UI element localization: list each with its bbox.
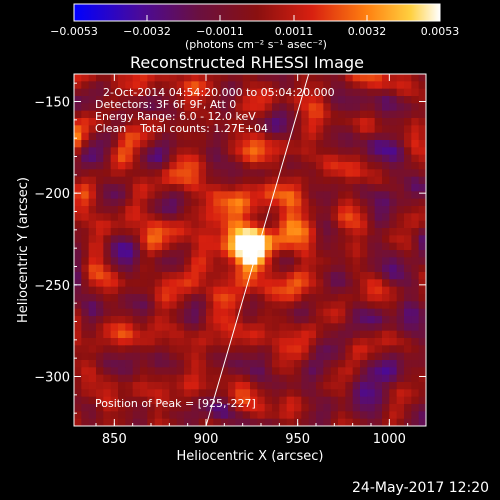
- plot-frame: [73, 73, 427, 427]
- colorbar-tick-label: −0.0053: [50, 25, 98, 38]
- x-axis-label: Heliocentric X (arcsec): [177, 449, 324, 464]
- x-axis-ticks: 850 900 950 1000: [95, 74, 427, 447]
- colorbar-tick-label: −0.0032: [123, 25, 171, 38]
- annotation-detectors: Detectors: 3F 6F 9F, Att 0: [95, 98, 237, 111]
- annotation-time-range: 2-Oct-2014 04:54:20.000 to 05:04:20.000: [103, 86, 335, 99]
- annotation-total-counts: Clean Total counts: 1.27E+04: [95, 122, 269, 135]
- heatmap-image: [74, 74, 426, 426]
- y-tick-label: −150: [34, 96, 70, 111]
- annotation-peak-position: Position of Peak = [925,-227]: [95, 397, 256, 410]
- chart-title: Reconstructed RHESSI Image: [130, 53, 364, 72]
- x-tick-label: 1000: [373, 432, 406, 447]
- y-tick-label: −250: [34, 279, 70, 294]
- y-tick-label: −300: [34, 371, 70, 386]
- colorbar-tick-label: −0.0011: [196, 25, 244, 38]
- colorbar: [73, 3, 441, 22]
- y-axis-ticks: −150 −200 −250 −300: [34, 82, 426, 414]
- colorbar-tick-label: 0.0032: [348, 25, 387, 38]
- colorbar-tick-label: 0.0011: [275, 25, 314, 38]
- y-axis-label: Heliocentric Y (arcsec): [16, 177, 31, 323]
- colorbar-ticks: −0.0053 −0.0032 −0.0011 0.0011 0.0032 0.0053: [50, 15, 459, 38]
- solar-limb-line: [205, 73, 310, 427]
- colorbar-tick-label: 0.0053: [421, 25, 460, 38]
- date-stamp: 24-May-2017 12:20: [352, 480, 490, 496]
- x-tick-label: 850: [102, 432, 127, 447]
- x-tick-label: 900: [194, 432, 219, 447]
- y-tick-label: −200: [34, 187, 70, 202]
- x-tick-label: 950: [285, 432, 310, 447]
- annotation-energy-range: Energy Range: 6.0 - 12.0 keV: [95, 110, 256, 123]
- colorbar-unit-label: (photons cm⁻² s⁻¹ asec⁻²): [185, 38, 327, 51]
